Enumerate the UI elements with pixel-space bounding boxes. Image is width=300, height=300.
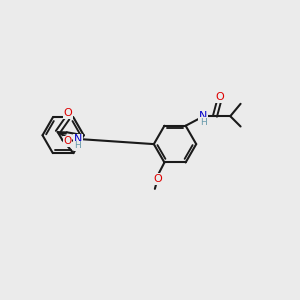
Text: H: H	[200, 118, 207, 127]
Text: O: O	[216, 92, 224, 102]
Text: O: O	[64, 108, 72, 118]
Text: N: N	[74, 134, 82, 144]
Text: O: O	[64, 136, 72, 146]
Text: H: H	[74, 142, 81, 151]
Text: N: N	[199, 111, 207, 121]
Text: O: O	[153, 174, 162, 184]
